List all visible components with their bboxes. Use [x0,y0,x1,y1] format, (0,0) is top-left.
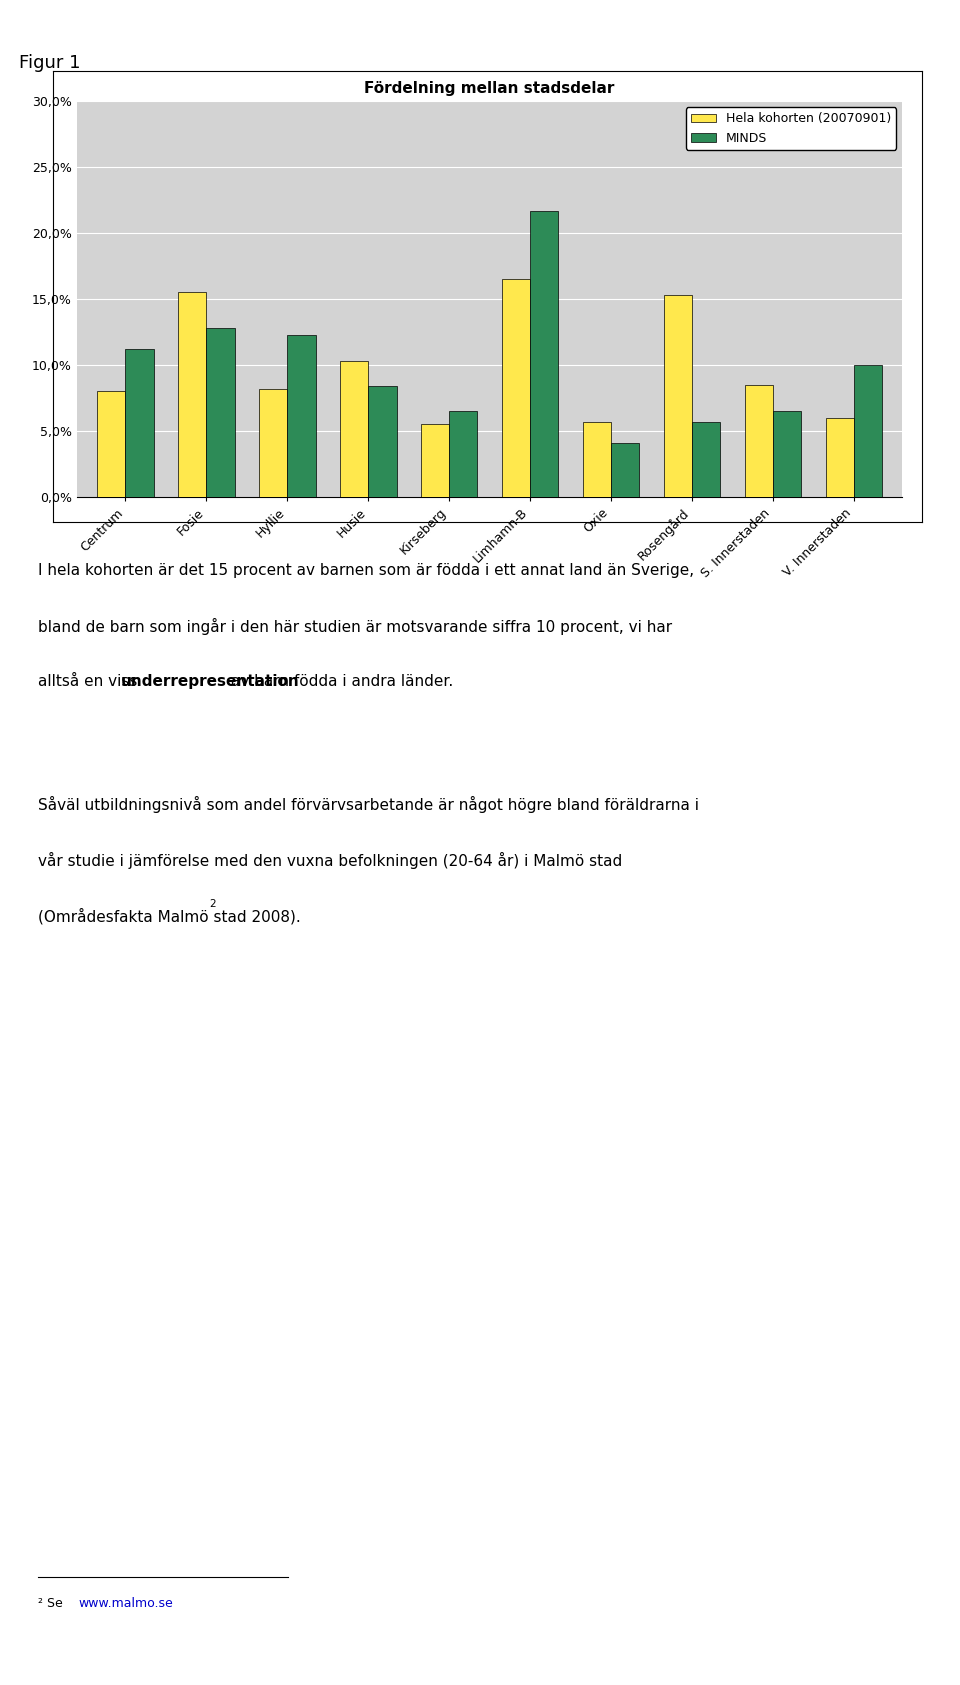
Bar [773,411,802,497]
Text: av barn födda i andra länder.: av barn födda i andra länder. [227,674,453,689]
Bar [530,211,559,497]
Bar [420,425,449,497]
Bar [663,295,692,497]
Legend: Hela kohorten (20070901), MINDS: Hela kohorten (20070901), MINDS [685,108,896,150]
Bar [126,349,154,497]
Bar [583,421,611,497]
Bar [745,384,773,497]
Text: www.malmo.se: www.malmo.se [79,1597,174,1611]
Bar [259,389,287,497]
Text: Figur 1: Figur 1 [19,54,81,72]
Title: Fördelning mellan stadsdelar: Fördelning mellan stadsdelar [365,81,614,96]
Text: (Områdesfakta Malmö stad 2008).: (Områdesfakta Malmö stad 2008). [38,908,301,923]
Text: 2: 2 [209,900,216,910]
Text: vår studie i jämförelse med den vuxna befolkningen (20-64 år) i Malmö stad: vår studie i jämförelse med den vuxna be… [38,853,623,869]
Text: I hela kohorten är det 15 procent av barnen som är födda i ett annat land än Sve: I hela kohorten är det 15 procent av bar… [38,563,694,578]
Bar [97,391,126,497]
Bar [692,421,720,497]
Bar [611,443,639,497]
Bar [206,329,234,497]
Bar [287,335,316,497]
Text: bland de barn som ingår i den här studien är motsvarande siffra 10 procent, vi h: bland de barn som ingår i den här studie… [38,618,673,635]
Text: underrepresentation: underrepresentation [121,674,300,689]
Bar [826,418,853,497]
Text: alltså en viss: alltså en viss [38,674,143,689]
Bar [853,366,882,497]
Text: Såväl utbildningsnivå som andel förvärvsarbetande är något högre bland föräldrar: Såväl utbildningsnivå som andel förvärvs… [38,797,700,814]
Bar [449,411,477,497]
Text: ² Se: ² Se [38,1597,67,1611]
Bar [369,386,396,497]
Bar [340,361,369,497]
Bar [178,293,206,497]
Bar [502,280,530,497]
